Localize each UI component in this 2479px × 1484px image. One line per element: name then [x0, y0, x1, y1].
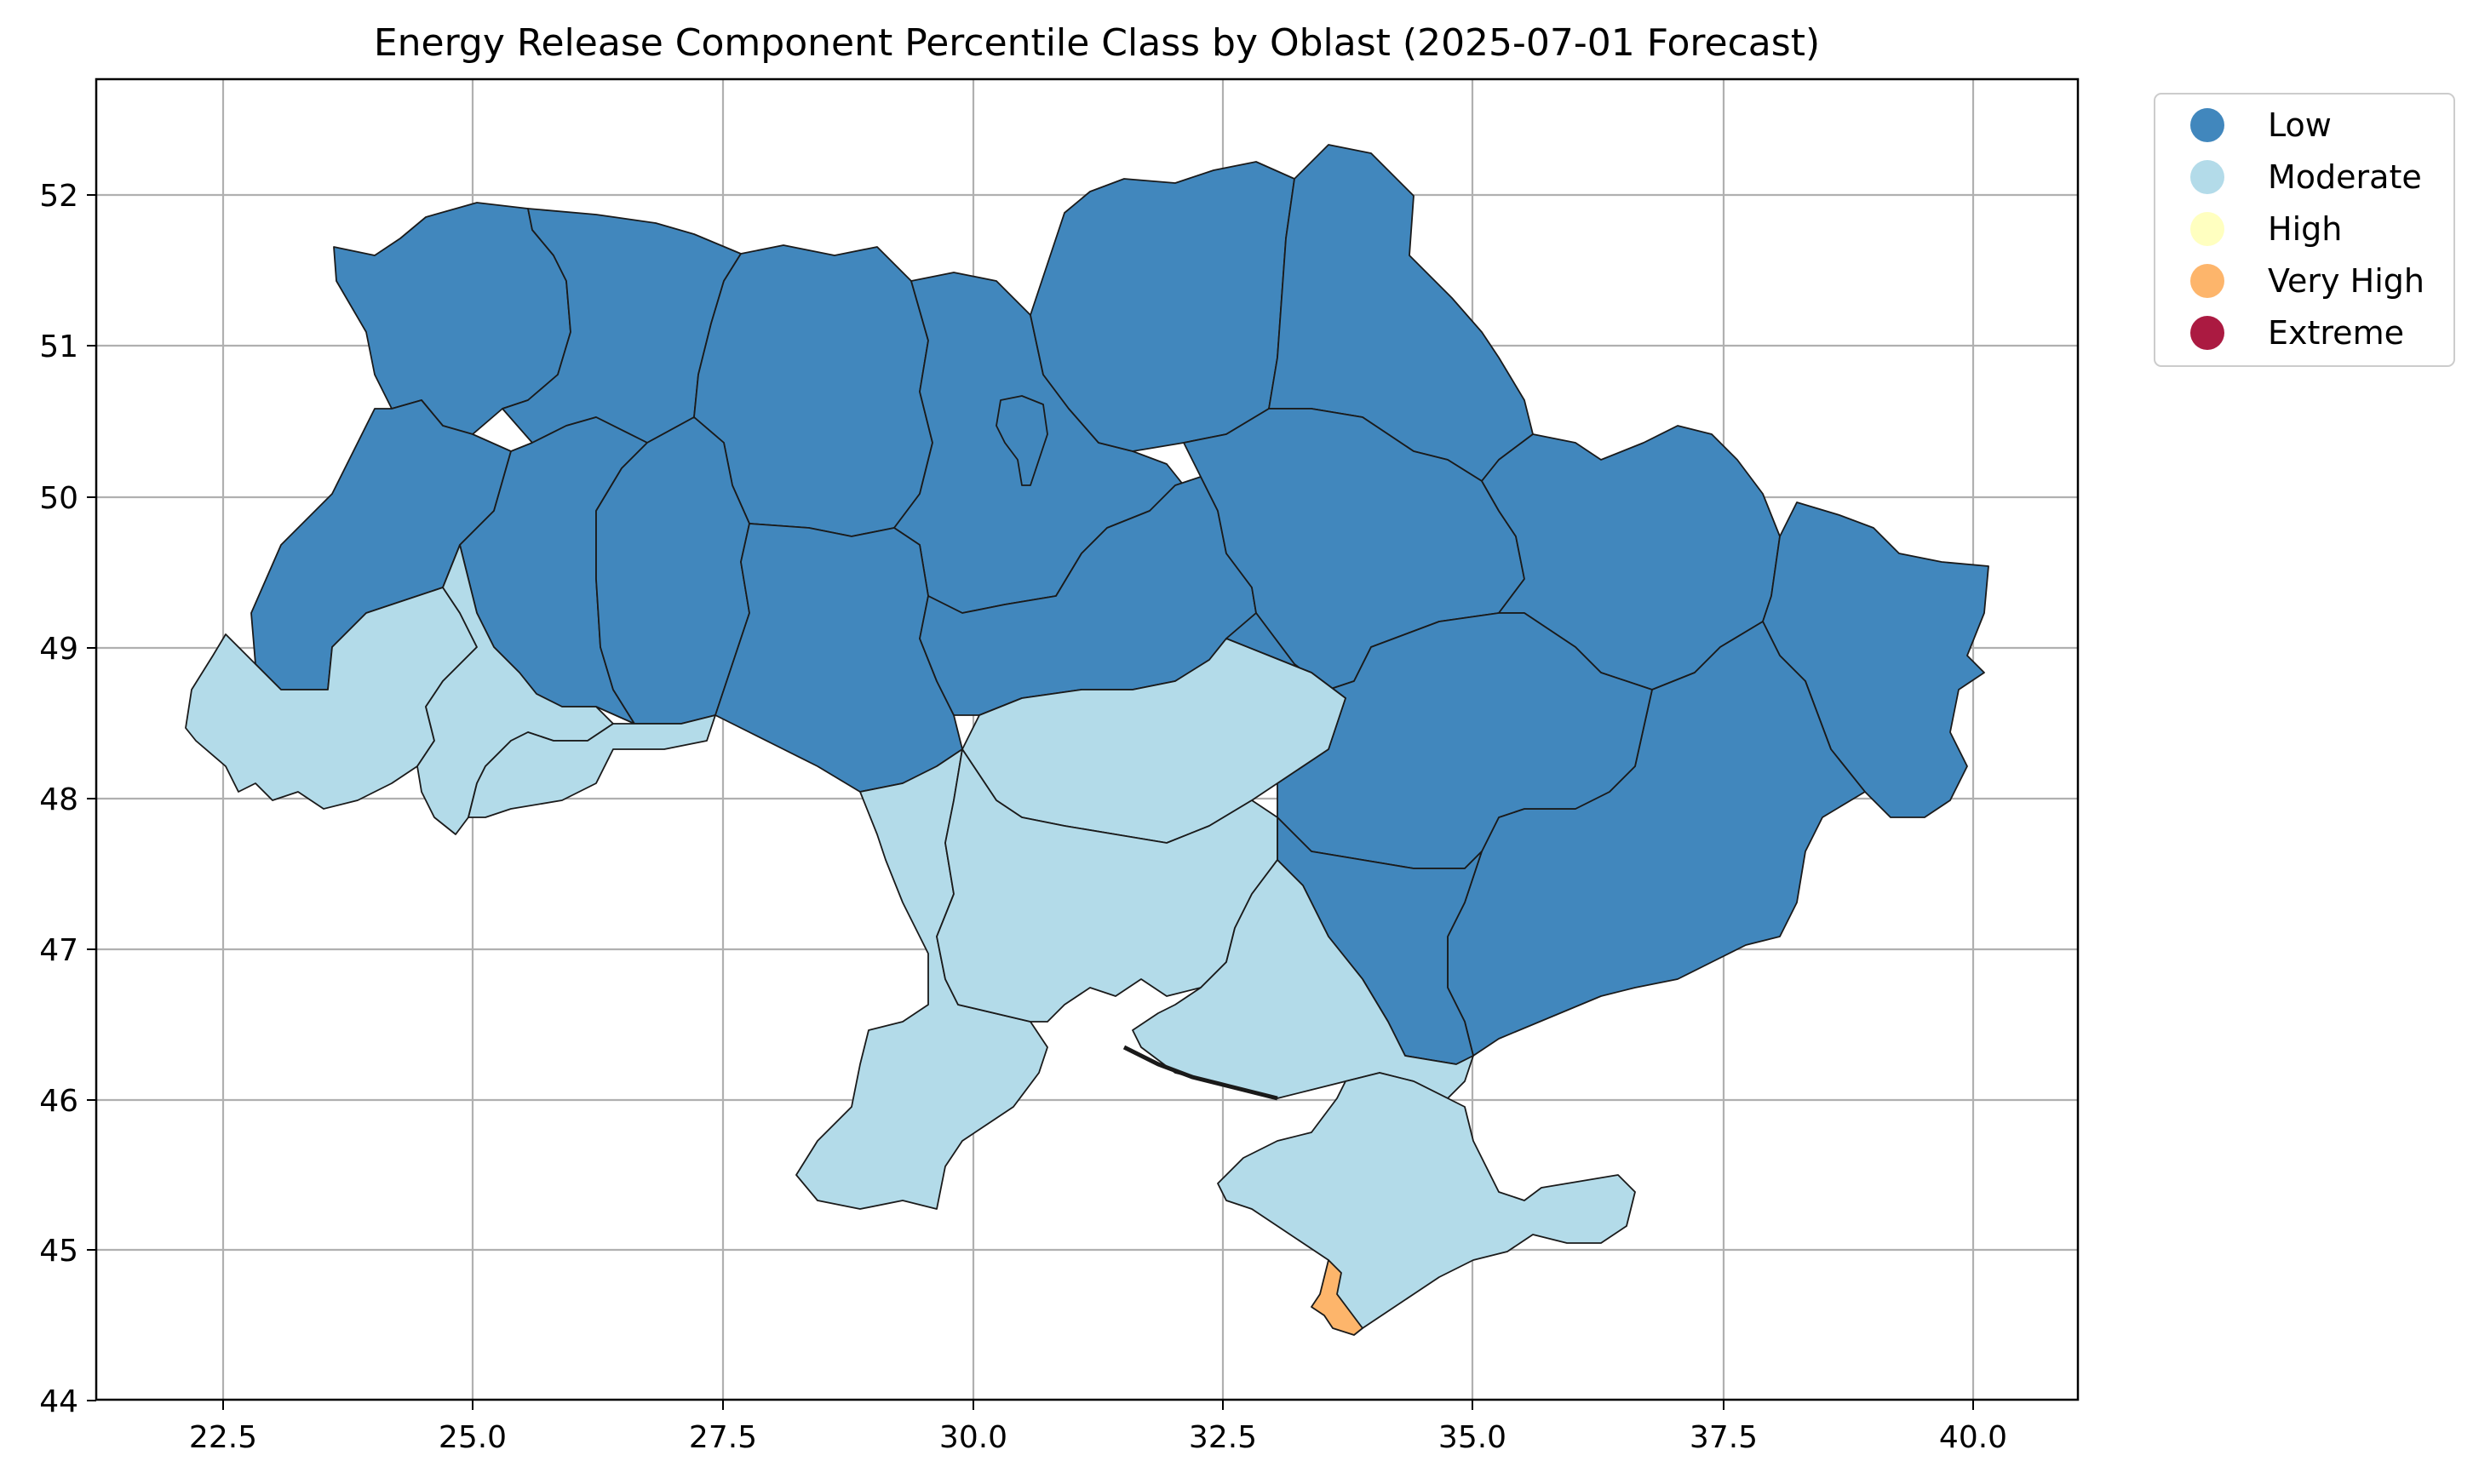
legend-label: Low	[2268, 106, 2332, 144]
chart-title: Energy Release Component Percentile Clas…	[374, 21, 1820, 65]
y-tick-label: 44	[39, 1384, 78, 1419]
y-tick-label: 50	[39, 481, 78, 516]
legend-marker-low	[2190, 108, 2224, 142]
y-tick-label: 49	[39, 632, 78, 667]
legend-marker-moderate	[2190, 160, 2224, 194]
legend-label: Extreme	[2268, 314, 2404, 352]
y-axis: 44 45 46 47 48 49 50 51 52	[39, 179, 96, 1419]
y-tick-label: 45	[39, 1234, 78, 1269]
y-tick-label: 48	[39, 782, 78, 817]
y-tick-label: 46	[39, 1084, 78, 1119]
region-kyiv-city	[996, 395, 1048, 486]
x-tick-label: 27.5	[689, 1420, 757, 1455]
x-tick-label: 32.5	[1189, 1420, 1257, 1455]
region-mykolaiv	[936, 748, 1278, 1023]
legend-label: Moderate	[2268, 158, 2422, 196]
x-tick-label: 35.0	[1438, 1420, 1506, 1455]
oblast-regions	[185, 144, 1989, 1336]
legend-marker-extreme	[2190, 316, 2224, 350]
x-tick-label: 40.0	[1939, 1420, 2007, 1455]
legend-marker-very-high	[2190, 264, 2224, 298]
legend: Low Moderate High Very High Extreme	[2154, 93, 2455, 367]
x-tick-label: 22.5	[189, 1420, 257, 1455]
axes-frame	[95, 77, 2080, 1401]
legend-label: Very High	[2268, 262, 2424, 300]
y-tick-label: 51	[39, 329, 78, 364]
y-tick-label: 52	[39, 179, 78, 214]
region-chernivtsi	[468, 714, 716, 818]
y-tick-label: 47	[39, 933, 78, 968]
legend-marker-high	[2190, 212, 2224, 246]
x-tick-label: 37.5	[1690, 1420, 1758, 1455]
x-tick-label: 30.0	[939, 1420, 1007, 1455]
legend-box	[2154, 93, 2455, 367]
region-sevastopol	[1311, 1259, 1363, 1336]
x-tick-label: 25.0	[439, 1420, 507, 1455]
legend-label: High	[2268, 210, 2342, 248]
x-axis: 22.5 25.0 27.5 30.0 32.5 35.0 37.5 40.0	[189, 1401, 2007, 1455]
arabat-spit	[1122, 1045, 1278, 1101]
